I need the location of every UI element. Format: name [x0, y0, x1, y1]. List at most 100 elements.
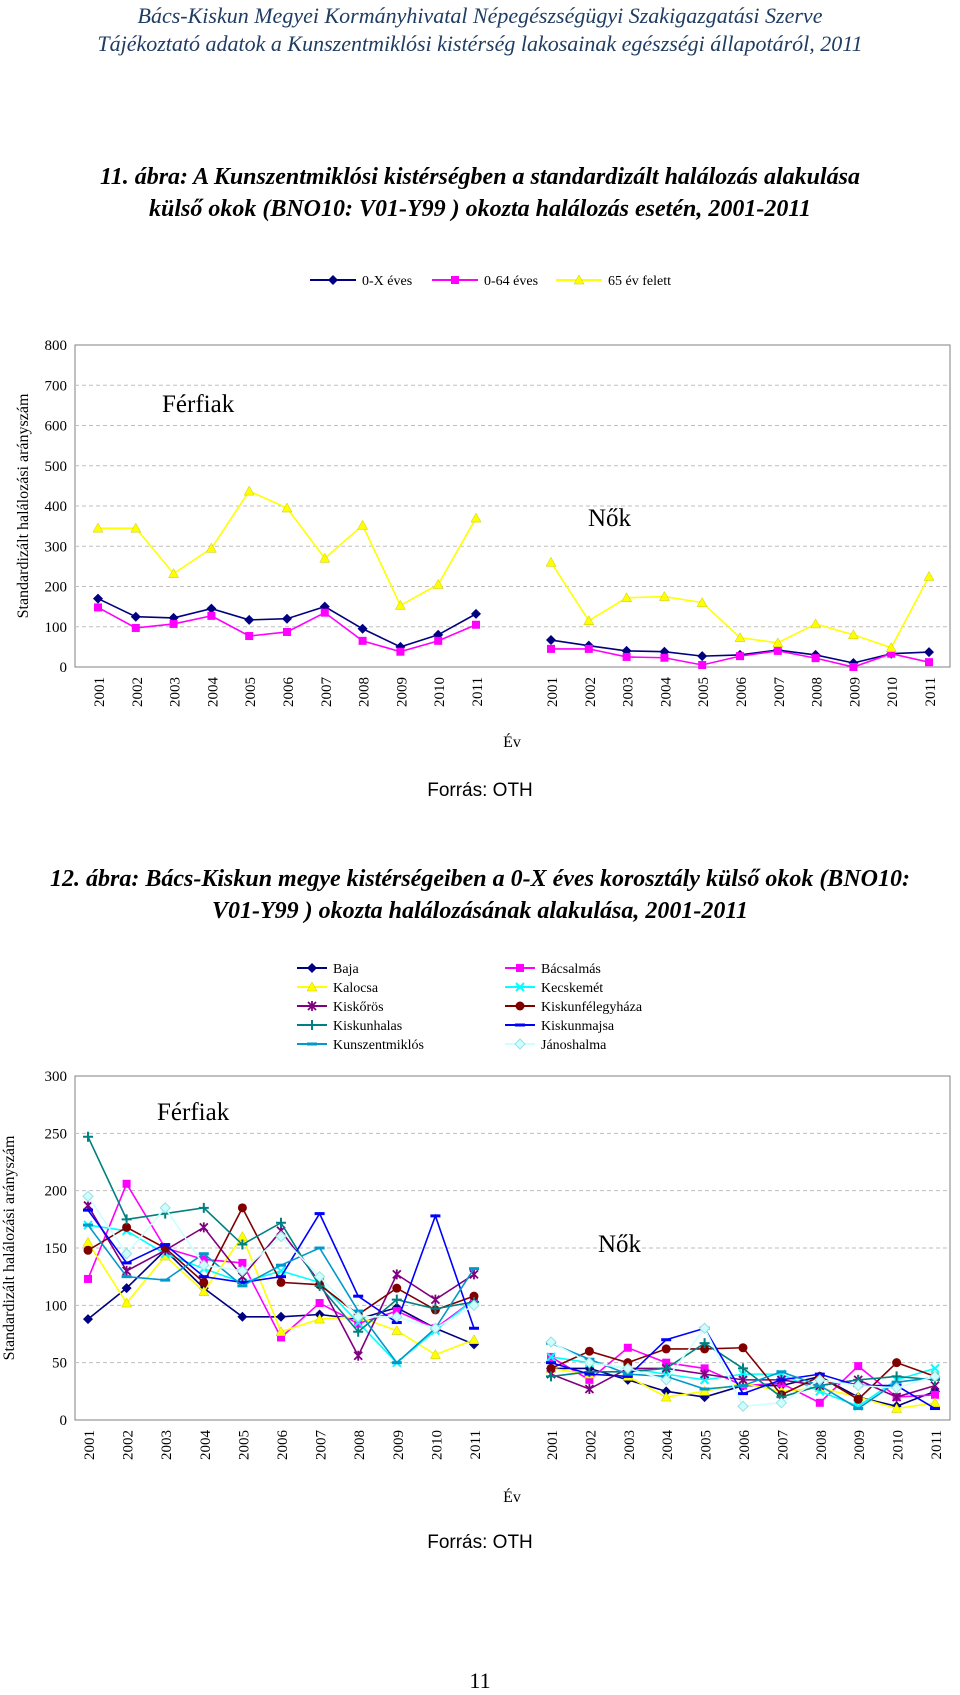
- x-tick-label: 2001: [92, 677, 108, 707]
- data-point-bacsalmas: [277, 1333, 285, 1342]
- data-point-0-x-eves: [621, 645, 632, 656]
- y-tick-label: 100: [45, 620, 68, 636]
- data-point-65-ev-felett: [734, 632, 746, 642]
- x-tick-label: 2002: [583, 677, 599, 707]
- x-tick-label: 2010: [429, 1430, 445, 1460]
- data-point-kunszentmiklos: [469, 1267, 479, 1271]
- data-point-kiskunhalas: [738, 1363, 748, 1374]
- data-point-bacsalmas: [315, 1299, 324, 1308]
- data-point-kiskunfelegyhaza: [661, 1344, 671, 1354]
- chart-2: 0 50 100 150 200 250 300 Standardizált halálozá…: [1, 962, 951, 1506]
- data-point-kalocsa: [929, 1397, 941, 1408]
- data-point-65-ev-felett: [281, 502, 293, 513]
- data-point-kiskunfelegyhaza: [892, 1358, 902, 1368]
- legend-marker-kalocsa: [306, 981, 318, 992]
- y-tick-label: 0: [60, 1413, 68, 1429]
- data-point-kiskunmajsa: [661, 1338, 672, 1342]
- data-point-kiskunmajsa: [160, 1243, 171, 1247]
- data-point-kiskoros: [199, 1222, 209, 1233]
- data-point-janoshalma: [313, 1270, 326, 1283]
- x-tick-label: 2006: [275, 1430, 291, 1461]
- data-point-janoshalma: [737, 1400, 749, 1412]
- y-tick-label: 700: [45, 378, 68, 394]
- data-point-0-64-eves: [584, 644, 593, 653]
- x-tick-label: 2006: [734, 677, 750, 708]
- y-tick-label: 800: [45, 338, 68, 354]
- legend-label-kecskemet: Kecskemét: [541, 981, 603, 996]
- x-tick-label: 2003: [622, 1430, 638, 1460]
- y-tick-label: 400: [45, 499, 68, 515]
- data-point-kunszentmiklos: [198, 1252, 209, 1256]
- figure2-source: Forrás: OTH: [427, 1532, 533, 1553]
- data-point-0-x-eves: [130, 611, 141, 622]
- data-point-0-64-eves: [169, 619, 178, 628]
- data-point-bacsalmas: [815, 1398, 824, 1407]
- data-point-janoshalma: [852, 1379, 864, 1392]
- data-point-kunszentmiklos: [853, 1407, 864, 1411]
- legend-label-janoshalma: Jánoshalma: [541, 1038, 607, 1053]
- legend-marker-kecskemet: [515, 982, 525, 992]
- data-point-0-x-eves: [282, 613, 292, 624]
- x-tick-label: 2005: [243, 677, 259, 707]
- data-point-janoshalma: [236, 1265, 249, 1277]
- legend-marker-kiskoros: [307, 1001, 317, 1011]
- data-point-kiskunhalas: [314, 1280, 325, 1291]
- x-tick-label: 2003: [168, 677, 184, 707]
- x-tick-label: 2001: [82, 1430, 98, 1460]
- data-point-kiskunfelegyhaza: [469, 1291, 479, 1301]
- x-tick-label: 2005: [236, 1430, 252, 1460]
- data-point-0-64-eves: [887, 649, 896, 658]
- data-point-kunszentmiklos: [814, 1384, 825, 1388]
- data-point-kalocsa: [391, 1325, 403, 1335]
- data-point-baja: [237, 1311, 248, 1322]
- data-point-0-64-eves: [434, 636, 443, 645]
- x-tick-label: 2007: [775, 1430, 791, 1461]
- data-point-kiskunfelegyhaza: [546, 1363, 556, 1373]
- legend-marker-kiskunhalas: [307, 1020, 317, 1030]
- data-point-janoshalma: [391, 1311, 403, 1323]
- data-point-bacsalmas: [238, 1258, 247, 1267]
- data-point-kunszentmiklos: [237, 1284, 248, 1288]
- data-point-kiskunmajsa: [776, 1378, 787, 1382]
- data-point-janoshalma: [698, 1322, 711, 1334]
- data-point-janoshalma: [929, 1370, 941, 1383]
- x-tick-label: 2007: [772, 677, 788, 708]
- data-point-kalocsa: [314, 1313, 326, 1324]
- data-point-kiskoros: [353, 1350, 363, 1361]
- x-tick-label: 2001: [545, 1430, 561, 1460]
- data-point-kalocsa: [660, 1391, 672, 1402]
- legend-marker-baja: [307, 963, 317, 973]
- group-label-ferfiak: Férfiak: [157, 1099, 230, 1126]
- data-point-kiskunfelegyhaza: [700, 1344, 710, 1354]
- data-point-janoshalma: [429, 1322, 442, 1334]
- data-point-0-64-eves: [773, 646, 782, 655]
- data-point-kalocsa: [891, 1403, 903, 1413]
- data-point-65-ev-felett: [885, 642, 897, 652]
- x-tick-label: 2003: [621, 677, 637, 707]
- legend-label-0-x-eves: 0-X éves: [362, 274, 412, 289]
- figure1-caption-line-2: külső okok (BNO10: V01-Y99 ) okozta halá…: [148, 196, 811, 222]
- data-point-0-x-eves: [471, 608, 481, 619]
- data-point-0-x-eves: [168, 612, 179, 623]
- data-point-kiskunmajsa: [814, 1372, 825, 1376]
- data-point-janoshalma: [82, 1190, 94, 1203]
- data-point-0-x-eves: [697, 651, 708, 662]
- data-point-bacsalmas: [199, 1255, 208, 1264]
- x-axis-label: Év: [503, 732, 521, 751]
- x-tick-label: 2006: [281, 677, 297, 708]
- legend-marker-65-ev-felett: [573, 274, 585, 285]
- data-point-65-ev-felett: [92, 522, 104, 533]
- data-point-kiskunfelegyhaza: [199, 1277, 209, 1287]
- y-axis-label: Standardizált halálozási arányszám: [15, 393, 32, 618]
- data-point-0-x-eves: [546, 635, 556, 646]
- legend-label-0-64-eves: 0-64 éves: [484, 274, 538, 289]
- data-point-baja: [661, 1386, 672, 1397]
- legend-marker-bacsalmas: [516, 964, 524, 972]
- data-point-0-x-eves: [206, 603, 217, 614]
- data-point-janoshalma: [198, 1259, 210, 1271]
- legend-marker-kiskunfelegyhaza: [515, 1001, 525, 1011]
- y-tick-label: 50: [52, 1356, 67, 1372]
- x-tick-label: 2004: [660, 1430, 676, 1461]
- x-tick-label: 2008: [814, 1430, 830, 1460]
- x-tick-label: 2008: [352, 1430, 368, 1460]
